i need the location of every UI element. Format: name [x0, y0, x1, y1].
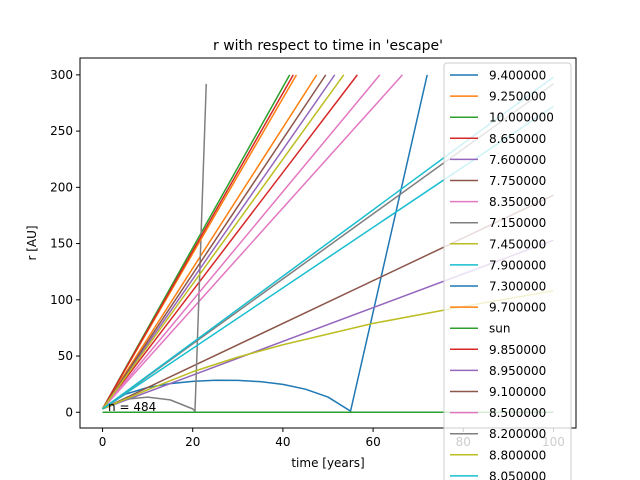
series-line-6: [101, 74, 403, 410]
annotation-n: n = 484: [108, 400, 156, 414]
y-tick-label-2: 100: [50, 293, 73, 307]
legend-label-14: 8.950000: [489, 364, 546, 378]
y-tick-label-6: 300: [50, 68, 73, 82]
x-tick-label-2: 40: [275, 435, 290, 449]
series-line-16: [101, 74, 381, 410]
y-tick-label-3: 150: [50, 237, 73, 251]
series-line-3: [101, 74, 358, 410]
legend-box: [443, 62, 572, 480]
x-tick-label-1: 20: [185, 435, 200, 449]
series-layer: [101, 74, 554, 414]
annotation-layer: n = 484: [108, 400, 156, 414]
series-line-14: [101, 74, 336, 410]
y-tick-label-0: 0: [65, 405, 73, 419]
plot-frame: [79, 57, 577, 429]
series-line-15: [101, 74, 327, 410]
legend-label-17: 8.200000: [489, 427, 546, 441]
legend-label-13: 9.850000: [489, 343, 546, 357]
legend-label-1: 9.250000: [489, 90, 546, 104]
legend-label-8: 7.450000: [489, 237, 546, 251]
legend-label-9: 7.900000: [489, 258, 546, 272]
legend-label-4: 7.600000: [489, 153, 546, 167]
x-tick-label-3: 60: [365, 435, 380, 449]
legend-label-19: 8.050000: [489, 469, 546, 480]
legend-label-5: 7.750000: [489, 174, 546, 188]
y-tick-label-4: 200: [50, 180, 73, 194]
legend-label-3: 8.650000: [489, 132, 546, 146]
legend-label-12: sun: [489, 322, 510, 336]
series-line-7: [102, 83, 207, 412]
legend-label-2: 10.000000: [489, 111, 554, 125]
y-axis: 0 50 100 150 200 250 300: [50, 68, 80, 419]
y-tick-label-5: 250: [50, 124, 73, 138]
legend-label-18: 8.800000: [489, 448, 546, 462]
y-tick-label-1: 50: [58, 349, 73, 363]
legend-label-10: 7.300000: [489, 280, 546, 294]
legend-label-15: 9.100000: [489, 385, 546, 399]
series-line-18: [101, 74, 345, 410]
chart-title: r with respect to time in 'escape': [213, 38, 443, 54]
legend-label-0: 9.400000: [489, 69, 546, 83]
legend-label-11: 9.700000: [489, 301, 546, 315]
legend-label-6: 8.350000: [489, 195, 546, 209]
legend-label-7: 7.150000: [489, 216, 546, 230]
x-axis-label: time [years]: [291, 456, 364, 470]
legend: 9.400000 9.250000 10.000000 8.650000 7.60000…: [443, 62, 572, 480]
series-line-13: [101, 74, 294, 410]
x-tick-label-0: 0: [99, 435, 107, 449]
legend-label-16: 8.500000: [489, 406, 546, 420]
series-line-1: [101, 74, 318, 410]
y-axis-label: r [AU]: [25, 225, 39, 260]
